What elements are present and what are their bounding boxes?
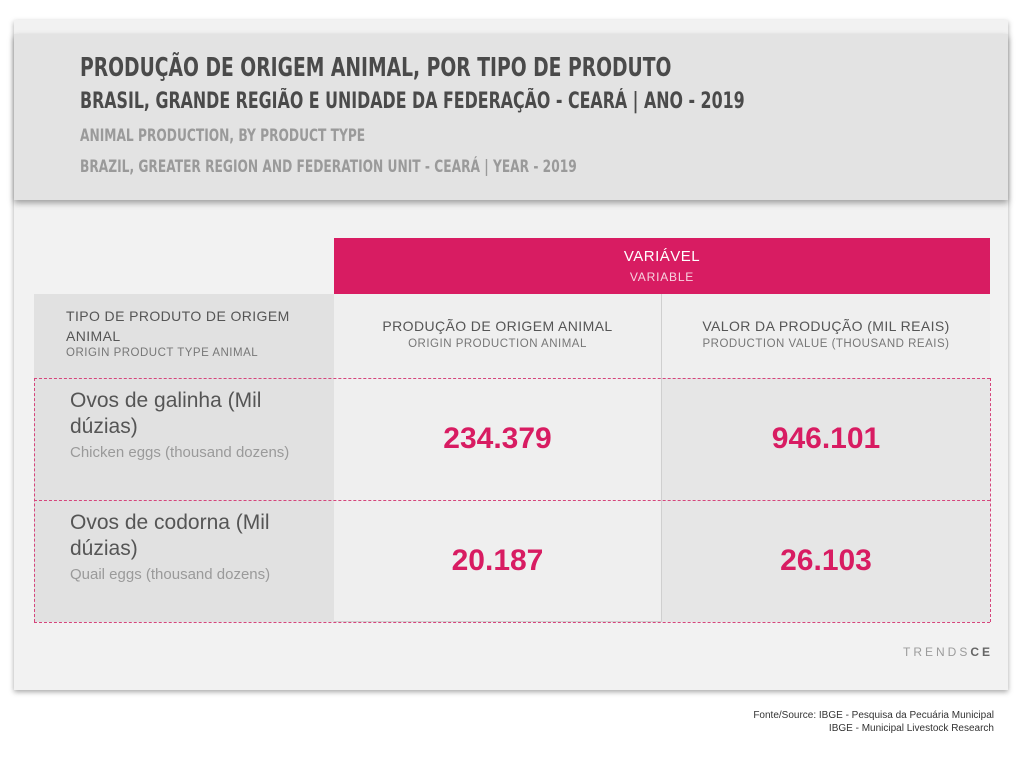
table-cell-value: 26.103	[662, 500, 990, 622]
row-divider-right	[990, 378, 991, 622]
row-label-en: Quail eggs (thousand dozens)	[70, 566, 271, 583]
row-label-pt: Ovos de codorna (Mil dúzias)	[70, 511, 270, 560]
source-note: IBGE - Municipal Livestock Research	[828, 723, 994, 734]
column-header-value: VALOR DA PRODUÇÃO (MIL REAIS) PRODUCTION…	[662, 294, 990, 378]
row-label-en: Chicken eggs (thousand dozens)	[70, 444, 290, 461]
row-header-en: ORIGIN PRODUCT TYPE ANIMAL	[66, 347, 259, 359]
subtitle-en: BRAZIL, GREATER REGION AND FEDERATION UN…	[80, 157, 577, 177]
title-pt: PRODUÇÃO DE ORIGEM ANIMAL, POR TIPO DE P…	[80, 53, 672, 83]
row-divider	[34, 378, 990, 379]
column-header-pt: VALOR DA PRODUÇÃO (MIL REAIS)	[702, 318, 950, 334]
column-header-en: PRODUCTION VALUE (THOUSAND REAIS)	[702, 338, 950, 350]
row-label-pt: Ovos de galinha (Mil dúzias)	[70, 389, 262, 438]
row-divider	[34, 622, 990, 623]
column-header-en: ORIGIN PRODUCTION ANIMAL	[408, 338, 587, 350]
variable-header-pt: VARIÁVEL	[623, 248, 701, 265]
column-header-pt: PRODUÇÃO DE ORIGEM ANIMAL	[382, 318, 613, 334]
variable-header: VARIÁVEL VARIABLE	[334, 238, 990, 294]
row-header-pt: TIPO DE PRODUTO DE ORIGEM ANIMAL	[66, 308, 290, 344]
row-header-cell: TIPO DE PRODUTO DE ORIGEM ANIMAL ORIGIN …	[34, 294, 334, 378]
header-banner: PRODUÇÃO DE ORIGEM ANIMAL, POR TIPO DE P…	[14, 34, 1008, 200]
row-divider-left	[34, 378, 35, 622]
source-note: Fonte/Source: IBGE - Pesquisa da Pecuári…	[753, 710, 994, 721]
variable-header-en: VARIABLE	[629, 270, 695, 284]
table-cell-value: 20.187	[334, 500, 662, 622]
row-label-quail-eggs: Ovos de codorna (Mil dúzias) Quail eggs …	[34, 500, 334, 622]
title-en: ANIMAL PRODUCTION, BY PRODUCT TYPE	[80, 126, 366, 146]
column-header-production: PRODUÇÃO DE ORIGEM ANIMAL ORIGIN PRODUCT…	[334, 294, 662, 378]
table-cell-value: 234.379	[334, 378, 662, 500]
row-label-chicken-eggs: Ovos de galinha (Mil dúzias) Chicken egg…	[34, 378, 334, 500]
table-cell-value: 946.101	[662, 378, 990, 500]
row-divider	[34, 500, 990, 501]
subtitle-pt: BRASIL, GRANDE REGIÃO E UNIDADE DA FEDER…	[80, 89, 745, 114]
trendsce-logo: TRENDSCE	[903, 645, 994, 659]
